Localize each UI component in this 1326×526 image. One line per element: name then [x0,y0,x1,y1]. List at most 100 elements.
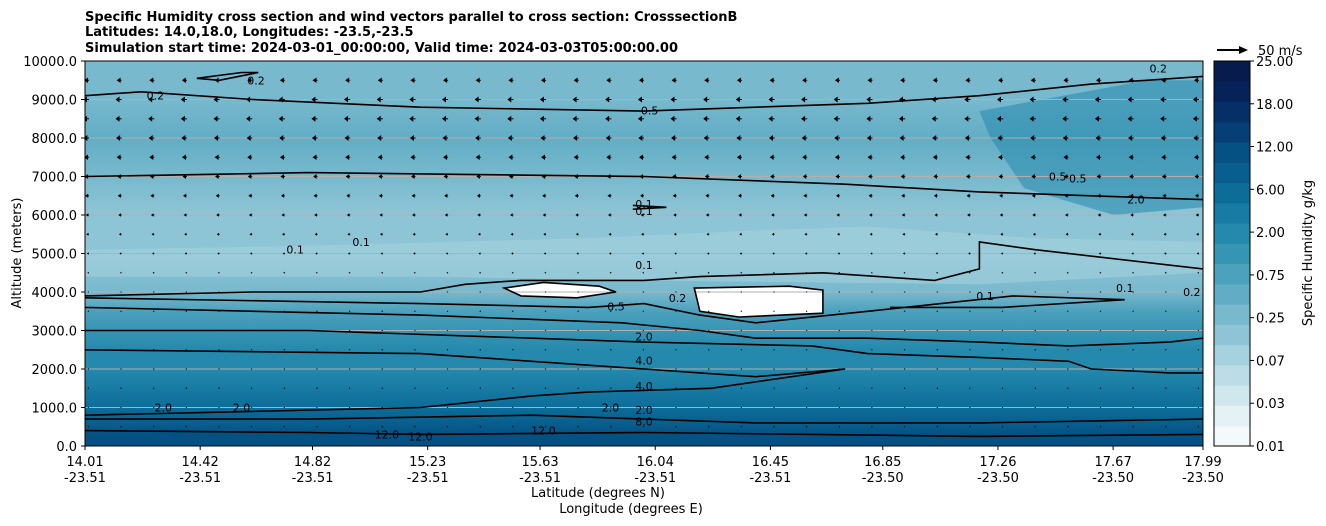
colorbar-tick-label: 2.00 [1256,226,1285,241]
wind-vector [479,329,481,332]
wind-vector [998,154,1004,160]
wind-vector [218,329,220,332]
wind-vector [933,174,938,179]
contour-label: 0.1 [635,198,653,211]
wind-vector [87,329,89,332]
wind-vector [215,174,220,179]
wind-vector [999,193,1004,198]
wind-vector [1164,252,1167,255]
wind-vector [609,387,612,390]
wind-vector [671,77,677,83]
x-tick-lon-label: -23.50 [862,471,904,486]
wind-vector [638,135,644,141]
wind-vector [866,115,873,122]
wind-vector [414,387,416,390]
wind-vector [185,406,187,409]
wind-vector [902,232,906,236]
wind-vector [606,77,612,83]
wind-vector [1164,406,1167,409]
wind-vector [1001,271,1004,274]
contour-label: 0.1 [352,236,370,249]
y-tick-label: 10000.0 [23,55,77,70]
wind-vector [87,425,89,428]
wind-vector [577,348,579,351]
wind-vector [311,96,318,103]
wind-vector [837,232,840,236]
wind-vector [1164,310,1167,313]
wind-vector [120,348,122,351]
wind-vector [279,77,285,83]
y-tick-label: 6000.0 [32,209,78,224]
wind-vector [675,329,677,332]
wind-vector [574,193,579,198]
wind-vector [1163,213,1167,217]
y-axis-title: Altitude (meters) [10,198,25,309]
wind-vector [640,213,644,217]
chart-title: Specific Humidity cross section and wind… [85,10,737,56]
wind-vector [348,425,351,428]
wind-vector [675,368,677,370]
wind-vector [1062,115,1069,122]
wind-vector [1001,387,1004,390]
wind-vector [1098,252,1102,255]
wind-vector [443,174,449,179]
wind-vector [445,252,449,255]
wind-vector [1034,271,1036,274]
wind-vector [246,115,253,122]
wind-vector [116,135,122,141]
wind-vector [218,368,220,370]
wind-vector [1062,96,1069,103]
wind-vector [507,96,514,103]
wind-vector [150,193,155,198]
x-tick-lon-label: -23.51 [292,471,334,486]
wind-vector [671,154,677,160]
wind-vector [838,368,840,370]
wind-vector [964,115,971,122]
dry-pocket-upper [504,282,616,298]
contour-label: 12.0 [531,425,556,438]
wind-vector [280,174,285,179]
x-tick-lat-label: 16.04 [637,455,674,470]
wind-vector [969,387,971,390]
wind-vector [1161,77,1167,83]
wind-vector [967,213,971,217]
wind-vector [740,425,742,428]
wind-vector [1132,425,1134,428]
wind-vector [1099,387,1102,390]
wind-vector [675,291,677,293]
wind-vector [1034,406,1036,409]
wind-vector [86,252,89,255]
contour-label: 0.1 [635,205,653,218]
wind-vector [1197,329,1199,332]
colorbar-band [1214,344,1250,366]
dry-layer-patch [85,226,1203,285]
contour-label: 0.5 [1069,172,1087,185]
contour-label: 0.1 [286,244,304,257]
wind-vector [936,425,938,428]
wind-vector [674,252,677,255]
colorbar-tick-label: 0.03 [1256,397,1285,412]
wind-vector [675,387,677,390]
colorbar-band [1214,81,1250,103]
wind-key-arrowhead [1239,46,1248,54]
wind-vector [707,291,710,293]
wind-vector [707,368,710,370]
wind-vector [801,135,808,141]
wind-vector [316,406,318,409]
wind-vector [120,329,122,332]
wind-vector [120,406,122,409]
wind-vector [250,368,253,370]
colorbar-band [1214,142,1250,163]
wind-vector [345,77,351,83]
wind-vector [185,271,187,274]
wind-vector [871,406,873,409]
wind-vector [250,271,253,274]
wind-vector [446,387,449,390]
wind-vector [606,154,612,160]
wind-vector [410,77,416,83]
wind-vector [347,232,351,236]
wind-vector [900,174,906,179]
wind-vector [1197,291,1199,293]
wind-vector [609,271,612,274]
wind-vector [85,193,89,198]
